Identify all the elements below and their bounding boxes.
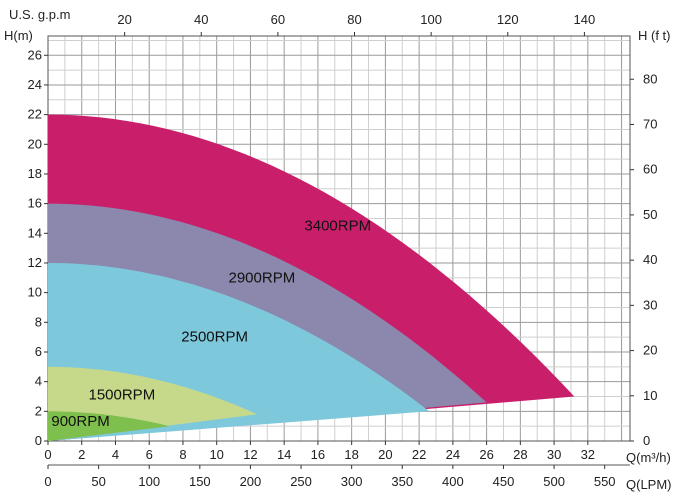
performance-bands xyxy=(48,114,575,441)
lpm-tick-label: 400 xyxy=(442,474,464,489)
right-tick-label: 0 xyxy=(643,433,650,448)
lpm-tick-label: 550 xyxy=(594,474,616,489)
left-tick-label: 18 xyxy=(28,166,42,181)
left-tick-label: 2 xyxy=(35,403,42,418)
bottom-tick-label: 22 xyxy=(412,447,426,462)
lpm-tick-label: 150 xyxy=(189,474,211,489)
top-tick-label: 60 xyxy=(271,12,285,27)
left-tick-label: 8 xyxy=(35,314,42,329)
left-tick-label: 16 xyxy=(28,196,42,211)
right-axis-label: H (f t) xyxy=(638,28,671,43)
bottom-tick-label: 14 xyxy=(277,447,291,462)
band-label-2900rpm: 2900RPM xyxy=(229,269,296,286)
lpm-tick-label: 100 xyxy=(138,474,160,489)
right-tick-label: 20 xyxy=(643,343,657,358)
right-tick-label: 80 xyxy=(643,71,657,86)
left-tick-label: 20 xyxy=(28,136,42,151)
lpm-tick-label: 500 xyxy=(543,474,565,489)
left-tick-label: 12 xyxy=(28,255,42,270)
band-label-2500rpm: 2500RPM xyxy=(181,329,248,346)
bottom-tick-label: 2 xyxy=(78,447,85,462)
right-tick-label: 70 xyxy=(643,116,657,131)
right-tick-label: 60 xyxy=(643,162,657,177)
lpm-tick-label: 350 xyxy=(391,474,413,489)
bottom-tick-label: 12 xyxy=(243,447,257,462)
axes: 0246810121416182022242601020304050607080… xyxy=(28,12,658,489)
top-tick-label: 80 xyxy=(347,12,361,27)
left-axis-label: H(m) xyxy=(4,28,33,43)
bottom-tick-label: 6 xyxy=(146,447,153,462)
bottom-tick-label: 20 xyxy=(378,447,392,462)
top-tick-label: 140 xyxy=(574,12,596,27)
left-tick-label: 14 xyxy=(28,225,42,240)
bottom-tick-label: 26 xyxy=(479,447,493,462)
top-tick-label: 120 xyxy=(497,12,519,27)
top-axis-label: U.S. g.p.m xyxy=(9,7,70,22)
band-label-900rpm: 900RPM xyxy=(51,413,109,430)
bottom-tick-label: 32 xyxy=(581,447,595,462)
top-tick-label: 40 xyxy=(194,12,208,27)
lpm-tick-label: 0 xyxy=(44,474,51,489)
top-tick-label: 20 xyxy=(117,12,131,27)
bottom-tick-label: 16 xyxy=(311,447,325,462)
bottom-tick-label: 28 xyxy=(513,447,527,462)
lpm-tick-label: 250 xyxy=(290,474,312,489)
left-tick-label: 4 xyxy=(35,374,42,389)
left-tick-label: 24 xyxy=(28,77,42,92)
bottom-tick-label: 8 xyxy=(179,447,186,462)
left-tick-label: 10 xyxy=(28,285,42,300)
band-labels: 3400RPM 2900RPM 2500RPM 1500RPM 900RPM xyxy=(51,217,371,430)
right-tick-label: 30 xyxy=(643,297,657,312)
left-tick-label: 6 xyxy=(35,344,42,359)
bottom-tick-label: 4 xyxy=(112,447,119,462)
bottom-primary-axis-label: Q(m³/h) xyxy=(626,450,671,465)
right-tick-label: 40 xyxy=(643,252,657,267)
top-tick-label: 100 xyxy=(420,12,442,27)
right-tick-label: 50 xyxy=(643,207,657,222)
band-label-1500rpm: 1500RPM xyxy=(88,386,155,403)
bottom-tick-label: 0 xyxy=(44,447,51,462)
lpm-tick-label: 300 xyxy=(341,474,363,489)
bottom-tick-label: 18 xyxy=(344,447,358,462)
lpm-tick-label: 200 xyxy=(240,474,262,489)
bottom-tick-label: 24 xyxy=(446,447,460,462)
left-tick-label: 26 xyxy=(28,47,42,62)
bottom-secondary-axis-label: Q(LPM) xyxy=(626,477,672,492)
lpm-tick-label: 50 xyxy=(91,474,105,489)
lpm-tick-label: 450 xyxy=(493,474,515,489)
bottom-tick-label: 30 xyxy=(547,447,561,462)
band-900rpm xyxy=(48,411,170,441)
right-tick-label: 10 xyxy=(643,388,657,403)
band-label-3400rpm: 3400RPM xyxy=(304,217,371,234)
left-tick-label: 22 xyxy=(28,107,42,122)
bottom-tick-label: 10 xyxy=(209,447,223,462)
left-tick-label: 0 xyxy=(35,433,42,448)
